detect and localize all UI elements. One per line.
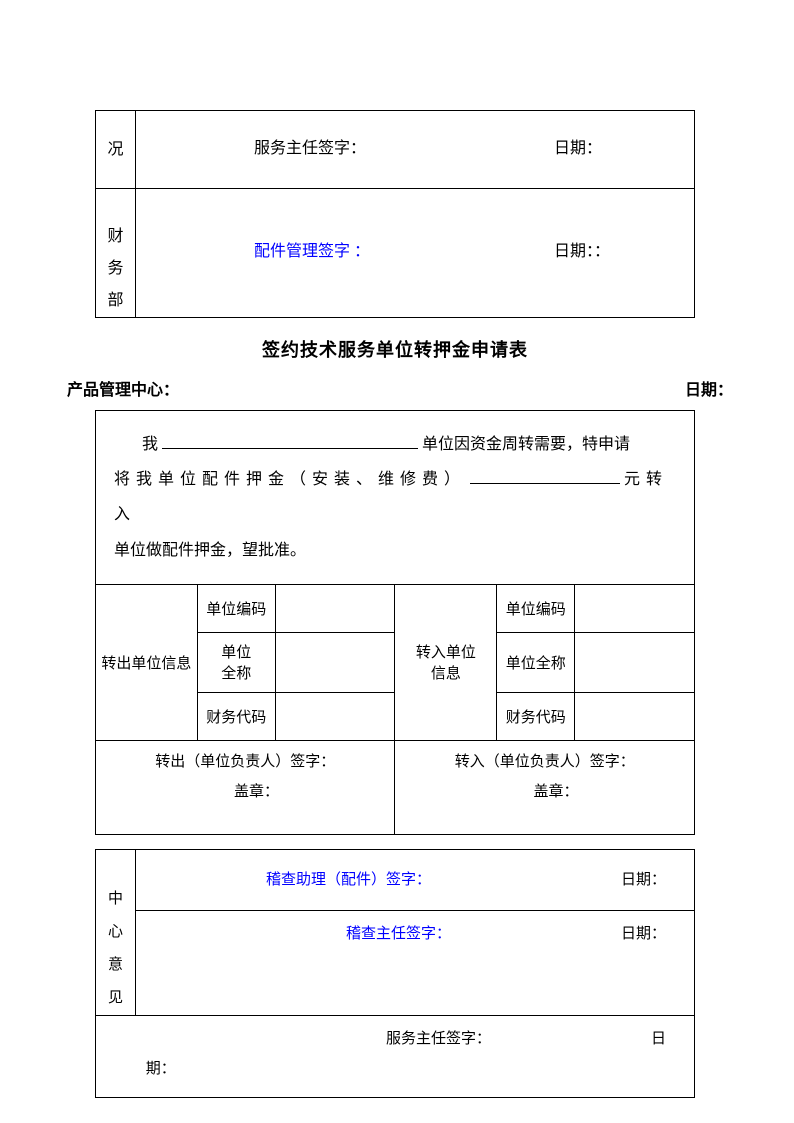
out-finance-code-value[interactable]: [275, 692, 395, 740]
out-unit-name-l1: 单位: [198, 641, 275, 662]
in-seal-label: 盖章：: [403, 777, 686, 807]
audit-director-sign-label: 稽查主任签字：: [346, 926, 451, 942]
para3: 单位做配件押金，望批准。: [114, 542, 306, 559]
out-unit-code-label: 单位编码: [197, 584, 275, 632]
out-seal-label: 盖章：: [104, 777, 386, 807]
form-title: 签约技术服务单位转押金申请表: [95, 336, 695, 362]
finance-dept-label: 财 务 部: [107, 228, 123, 309]
audit-assistant-date-label: 日期：: [621, 865, 684, 895]
in-sign-cell[interactable]: 转入（单位负责人）签字： 盖章：: [395, 740, 695, 834]
out-sign-label: 转出（单位负责人）签字：: [104, 747, 386, 777]
header-left: 产品管理中心：: [67, 376, 179, 400]
header-right: 日期：: [685, 376, 733, 400]
audit-assistant-sign-label: 稽查助理（配件）签字：: [266, 872, 431, 888]
header-row: 产品管理中心： 日期：: [65, 376, 735, 400]
service-director-date-suffix: 期：: [146, 1061, 176, 1077]
in-unit-name-label: 单位全称: [497, 632, 575, 692]
in-finance-code-label: 财务代码: [497, 692, 575, 740]
paragraph-box: 我 单位因资金周转需要，特申请 将我单位配件押金（安装、维修费） 元转入 单位做…: [95, 410, 695, 584]
in-unit-name-value[interactable]: [575, 632, 695, 692]
out-unit-name-value[interactable]: [275, 632, 395, 692]
out-unit-name-l2: 全称: [198, 662, 275, 683]
top-table: 况 服务主任签字： 日期： 财 务 部 配件管理签字 ： 日期：：: [95, 110, 695, 318]
audit-director-date-label: 日期：: [621, 919, 684, 949]
blank-unit-name[interactable]: [162, 434, 418, 449]
blank-amount[interactable]: [470, 469, 620, 484]
out-finance-code-label: 财务代码: [197, 692, 275, 740]
top-col1-label: 况: [107, 141, 123, 158]
center-opinion-table: 中 心 意 见 稽查助理（配件）签字： 日期： 稽查主任签字：: [95, 849, 695, 1098]
out-unit-header: 转出单位信息: [96, 584, 198, 740]
out-sign-cell[interactable]: 转出（单位负责人）签字： 盖章：: [96, 740, 395, 834]
para1-a: 我: [142, 436, 158, 453]
in-unit-header: 转入单位 信息: [395, 584, 497, 740]
page-wrapper: 况 服务主任签字： 日期： 财 务 部 配件管理签字 ： 日期：：: [95, 110, 695, 1098]
out-unit-code-value[interactable]: [275, 584, 395, 632]
service-director-date-prefix: 日: [651, 1024, 684, 1054]
para1-b: 单位因资金周转需要，特申请: [422, 436, 630, 453]
service-director-sign-label-2: 服务主任签字：: [386, 1031, 491, 1047]
para2-a: 将我单位配件押金（安装、维修费）: [114, 471, 466, 488]
service-director-date-label: 日期：: [554, 134, 694, 158]
unit-info-table: 转出单位信息 单位编码 转入单位 信息 单位编码 单位 全称 单位全称 财务代码…: [95, 584, 695, 835]
in-sign-label: 转入（单位负责人）签字：: [403, 747, 686, 777]
in-unit-code-label: 单位编码: [497, 584, 575, 632]
in-unit-code-value[interactable]: [575, 584, 695, 632]
parts-mgmt-date-label: 日期：：: [554, 237, 694, 261]
in-finance-code-value[interactable]: [575, 692, 695, 740]
parts-mgmt-sign-label: 配件管理签字 ：: [254, 237, 554, 261]
service-director-sign-label: 服务主任签字：: [254, 134, 554, 158]
center-opinion-label: 中 心 意 见: [108, 891, 123, 1006]
